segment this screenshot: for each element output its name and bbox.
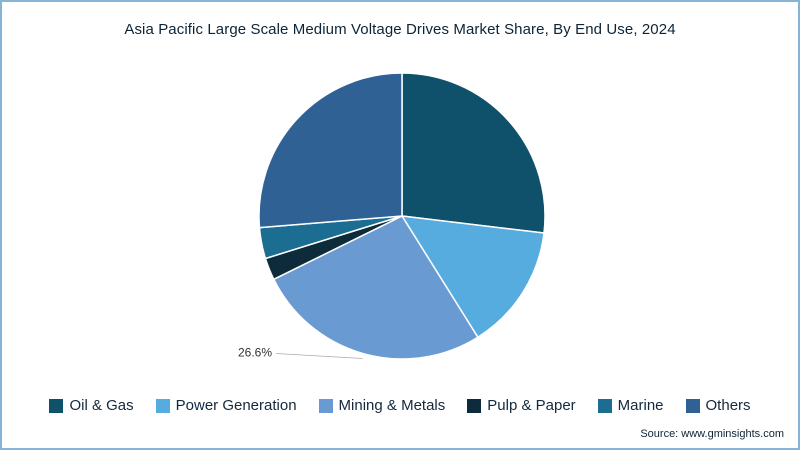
legend-swatch-power-generation (155, 398, 170, 413)
legend-label-others: Others (705, 397, 751, 414)
legend-label-oil-gas: Oil & Gas (69, 397, 134, 414)
pie-slice-power-generation (401, 215, 545, 338)
legend-label-mining-metals: Mining & Metals (338, 397, 446, 414)
legend-swatch-pulp-paper (467, 398, 482, 413)
legend-item-power-generation: Power Generation (155, 397, 297, 414)
legend-label-marine: Marine (617, 397, 664, 414)
legend-item-pulp-paper: Pulp & Paper (467, 397, 576, 414)
pie-slice-others (258, 72, 403, 229)
legend-item-marine: Marine (597, 397, 664, 414)
legend-item-mining-metals: Mining & Metals (318, 397, 446, 414)
pie-slice-mining-metals (273, 215, 479, 360)
legend-item-oil-gas: Oil & Gas (49, 397, 134, 414)
source-text: Source: www.gminsights.com (640, 428, 784, 440)
legend-swatch-marine (597, 398, 612, 413)
pie-slice-oil-gas (401, 72, 546, 234)
legend-swatch-oil-gas (49, 398, 64, 413)
data-label-leader-line (275, 353, 363, 359)
chart-title: Asia Pacific Large Scale Medium Voltage … (124, 21, 676, 38)
legend-item-others: Others (685, 397, 751, 414)
legend-swatch-mining-metals (318, 398, 333, 413)
pie-data-label: 26.6% (238, 346, 272, 360)
legend: Oil & Gas Power Generation Mining & Metals… (2, 397, 798, 414)
legend-label-pulp-paper: Pulp & Paper (487, 397, 576, 414)
legend-swatch-others (685, 398, 700, 413)
legend-label-power-generation: Power Generation (175, 397, 297, 414)
